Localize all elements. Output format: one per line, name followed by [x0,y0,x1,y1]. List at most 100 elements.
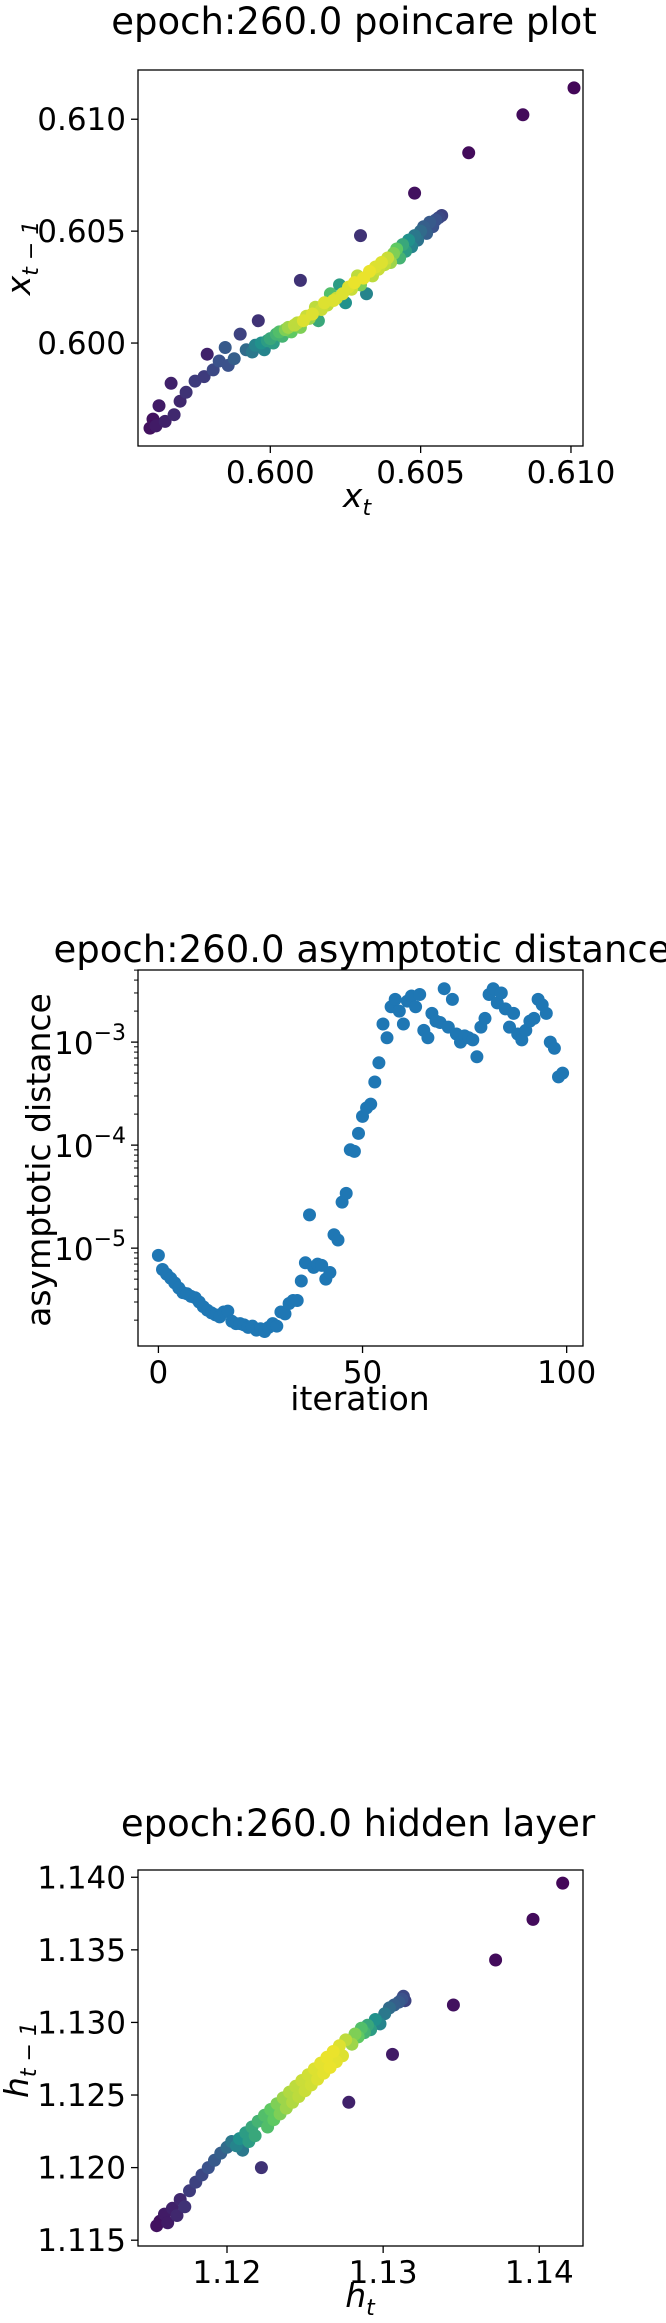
x-tick-label: 1.12 [192,2255,261,2291]
hidden-layer-y-axis-label: ht − 1 [0,2022,42,2098]
poincare-y-axis-label-sub: t − 1 [19,221,44,276]
asymptotic-plot-frame [137,969,584,1347]
hidden-layer-y-axis-label-sub: t − 1 [17,2022,42,2077]
data-point [347,1144,361,1158]
asymptotic-y-ticks: 10−310−410−5 [54,969,138,1321]
y-tick-label-base: 10 [54,1129,93,1165]
poincare-y-ticks: 0.600 0.605 0.610 [37,102,138,362]
data-point [170,2209,184,2222]
data-point [251,314,265,328]
hidden-layer-chart-title: epoch:260.0 hidden layer [121,1802,596,1845]
data-point [164,376,178,390]
data-point [305,307,319,321]
y-tick-label-exponent: −4 [94,1124,126,1149]
data-point [221,1304,235,1318]
data-point [375,256,388,269]
y-tick-label-exponent: −5 [94,1227,126,1252]
poincare-x-axis-label-sub: t [362,496,372,521]
data-point [364,1097,378,1111]
x-tick-label: 50 [343,1355,382,1391]
y-tick-label: 1.140 [37,1860,126,1896]
poincare-x-axis-label-base: x [342,476,363,515]
data-point [348,2027,362,2041]
y-tick-label: 0.600 [37,326,126,362]
data-point [421,1031,435,1045]
data-point [296,314,310,328]
x-tick-label: 1.14 [505,2255,574,2291]
data-point [167,408,181,422]
data-point [408,186,422,200]
data-point [489,1953,503,1967]
data-point [342,2095,356,2109]
data-point [352,1126,365,1140]
data-point [392,1004,406,1018]
data-point [218,341,232,354]
data-point [567,81,581,95]
data-point [376,1017,390,1031]
y-tick-label: 1.135 [37,1933,126,1969]
data-point [409,1000,423,1014]
poincare-plot-frame [137,69,584,447]
x-tick-label: 0.600 [226,455,315,491]
poincare-y-axis-label-base: x [0,275,38,296]
hidden-layer-x-ticks: 1.12 1.13 1.14 [192,2246,574,2291]
data-point [179,385,193,399]
asymptotic-x-ticks: 0 50 100 [149,1346,596,1391]
hidden-layer-points [150,1876,570,2233]
data-point [326,2045,340,2058]
data-point [386,2047,399,2061]
y-tick-label-base: 10 [54,1026,93,1062]
data-point [478,1011,492,1025]
poincare-points [143,81,581,435]
data-point [380,1031,394,1045]
y-tick-label: 1.125 [37,2078,126,2114]
data-point [466,1033,480,1047]
data-point [547,1041,561,1055]
data-point [494,986,508,1000]
data-point [323,2060,337,2074]
data-point [437,982,451,996]
y-tick-label: 0.605 [37,214,126,250]
data-point [331,1233,345,1247]
data-point [363,264,376,278]
data-point [326,294,340,307]
poincare-x-axis-label: xt [342,476,373,521]
hidden-layer-x-axis-label-sub: t [366,2296,376,2321]
data-point [323,1266,337,1279]
x-tick-label: 1.13 [349,2255,418,2291]
y-tick-label: 10−5 [54,1227,126,1268]
data-point [178,2200,192,2214]
y-tick-label: 1.115 [37,2223,126,2259]
data-point [354,229,367,243]
poincare-chart: epoch:260.0 poincare plot 0.600 0.605 0.61… [0,0,615,521]
data-point [339,1186,353,1200]
hidden-layer-x-axis-label: ht [345,2276,376,2321]
data-point [293,273,307,287]
y-tick-label: 0.610 [37,102,126,138]
data-point [507,1006,521,1020]
x-tick-label: 0.610 [527,455,616,491]
data-point [396,1017,410,1031]
y-tick-label: 10−3 [54,1021,126,1062]
asymptotic-chart-title: epoch:260.0 asymptotic distance [53,928,666,971]
x-tick-label: 0.605 [376,455,465,491]
poincare-chart-title: epoch:260.0 poincare plot [111,0,597,43]
data-point [151,1248,165,1262]
data-point [227,352,241,366]
y-tick-label: 1.130 [37,2005,126,2041]
data-point [446,1998,460,2012]
data-point [200,347,214,361]
data-point [233,327,247,341]
data-point [290,1294,304,1307]
y-tick-label: 1.120 [37,2151,126,2187]
asymptotic-points [151,982,570,1338]
data-point [413,988,427,1001]
y-tick-label: 10−4 [54,1124,126,1165]
asymptotic-distance-chart: epoch:260.0 asymptotic distance 0 50 100 1… [19,928,666,1418]
poincare-x-ticks: 0.600 0.605 0.610 [226,446,615,491]
hidden-layer-x-axis-label-base: h [345,2276,366,2315]
hidden-layer-plot-frame [137,1869,584,2247]
hidden-layer-chart: epoch:260.0 hidden layer 1.12 1.13 1.14 1.… [0,1802,596,2321]
data-point [197,370,211,384]
